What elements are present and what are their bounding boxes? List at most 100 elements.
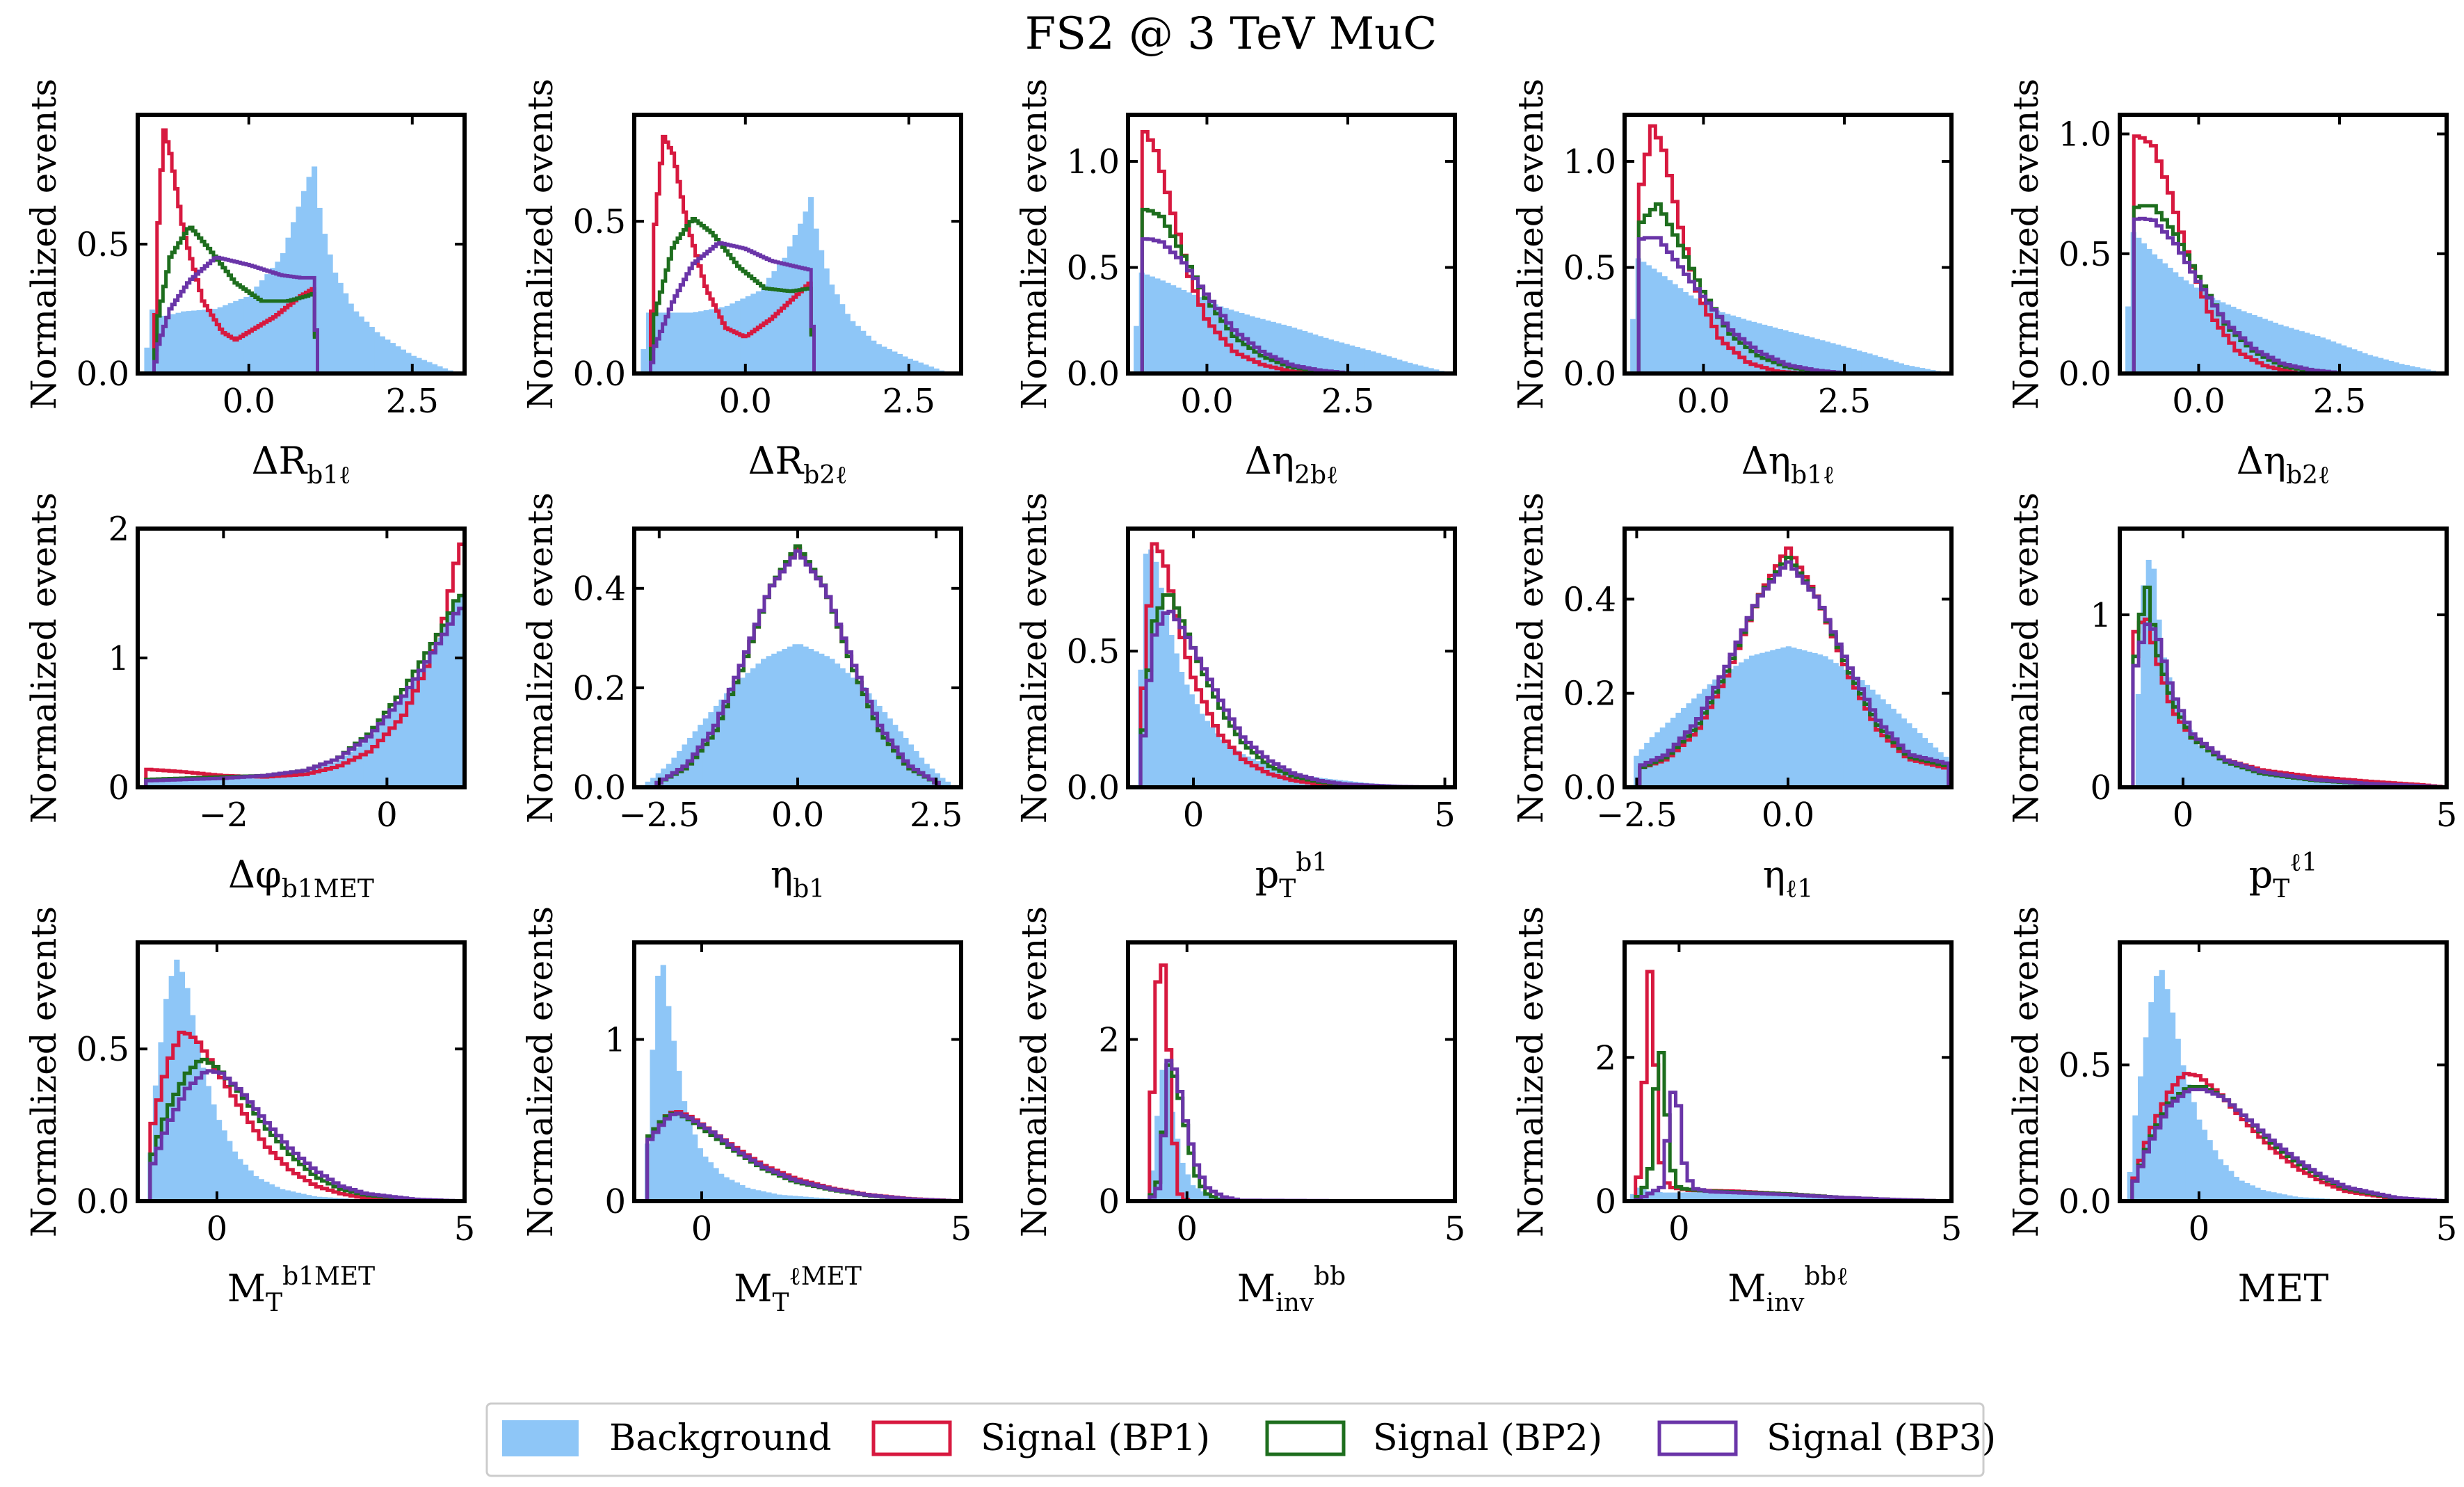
background-bin xyxy=(1202,299,1208,373)
background-bin xyxy=(443,627,449,787)
background-bin xyxy=(432,364,438,373)
background-bin xyxy=(2298,331,2305,373)
background-bin xyxy=(1328,339,1335,373)
x-tick-label: 2.5 xyxy=(1818,382,1871,421)
background-bin xyxy=(850,677,856,787)
background-bin xyxy=(655,975,661,1201)
background-bin xyxy=(761,284,767,373)
background-bin xyxy=(1806,652,1813,787)
background-bin xyxy=(1179,672,1185,787)
x-axis-label: MTb1MET xyxy=(227,1262,375,1317)
background-bin xyxy=(718,699,725,787)
background-bin xyxy=(1286,325,1292,373)
background-bin xyxy=(881,346,887,373)
background-bin xyxy=(268,1184,275,1201)
background-bin xyxy=(257,777,264,787)
y-axis-label: Normalized events xyxy=(1511,79,1551,410)
background-bin xyxy=(2255,1187,2261,1201)
background-bin xyxy=(1376,353,1382,373)
background-bin xyxy=(168,976,175,1201)
background-bin xyxy=(1266,765,1272,787)
x-tick-label: 0.0 xyxy=(719,382,772,421)
background-bin xyxy=(1255,761,1262,787)
signal-bp3-histogram xyxy=(645,1111,963,1203)
background-bin xyxy=(2143,1037,2149,1201)
background-bin xyxy=(2214,300,2221,373)
background-histogram xyxy=(145,595,465,787)
background-bin xyxy=(337,282,344,373)
background-bin xyxy=(1386,356,1392,373)
background-bin xyxy=(2337,782,2344,787)
background-bin xyxy=(2296,778,2302,787)
background-bin xyxy=(1401,361,1408,373)
background-bin xyxy=(912,360,919,373)
background-bin xyxy=(348,303,354,373)
panel-13: 0 5 0 2 Normalized events Minvbb xyxy=(1014,906,1465,1317)
y-tick-label: 0.0 xyxy=(573,355,626,394)
x-tick-label: −2.5 xyxy=(619,796,700,835)
background-bin xyxy=(2383,359,2389,373)
background-bin xyxy=(676,1070,682,1201)
background-histogram xyxy=(2125,232,2442,373)
panels: 0.0 2.5 0.0 0.5 Normalized events ΔRb1ℓ 0.0 2.5… xyxy=(24,79,2457,1317)
background-bin xyxy=(1833,663,1839,787)
background-bin xyxy=(944,781,951,787)
background-bin xyxy=(1423,367,1429,373)
background-bin xyxy=(1793,333,1799,373)
background-bin xyxy=(2177,712,2183,787)
background-bin xyxy=(2135,693,2141,787)
background-bin xyxy=(385,339,391,373)
background-bin xyxy=(390,709,396,787)
background-bin xyxy=(1756,323,1762,373)
background-bin xyxy=(2271,1192,2277,1201)
signal-bp2-histogram xyxy=(152,225,319,373)
background-bin xyxy=(813,651,819,787)
background-bin xyxy=(1732,1191,1738,1201)
background-bin xyxy=(907,358,914,373)
background-bin xyxy=(2251,314,2257,373)
axes-frame xyxy=(632,113,963,376)
background-bin xyxy=(708,712,714,787)
background-bin xyxy=(400,349,406,373)
legend-bp2-swatch xyxy=(1265,1420,1346,1456)
background-bin xyxy=(284,1190,291,1201)
signal-bp3-histogram xyxy=(649,241,816,373)
background-histogram xyxy=(1634,646,1949,787)
background-bin xyxy=(1317,336,1323,373)
background-bin xyxy=(2267,321,2273,373)
background-bin xyxy=(1807,1194,1813,1201)
background-bin xyxy=(1165,282,1171,373)
background-bin xyxy=(311,1196,317,1201)
background-bin xyxy=(190,1015,196,1201)
background-bin xyxy=(1758,1192,1764,1201)
background-bin xyxy=(2325,339,2331,373)
background-bin xyxy=(174,959,180,1201)
background-bin xyxy=(834,294,840,373)
background-bin xyxy=(1230,747,1236,787)
background-bin xyxy=(2260,773,2266,787)
background-bin xyxy=(1723,673,1729,787)
y-tick-label: 0.4 xyxy=(573,570,626,609)
background-bin xyxy=(1667,1192,1674,1201)
background-bin xyxy=(159,316,166,373)
background-bin xyxy=(332,272,339,373)
background-bin xyxy=(798,644,804,787)
background-bin xyxy=(729,1180,735,1201)
background-bin xyxy=(839,668,846,787)
panel-2: 0.0 2.5 0.0 0.5 Normalized events ΔRb2ℓ xyxy=(520,79,963,490)
background-bin xyxy=(2141,243,2147,373)
axes-frame xyxy=(2118,527,2449,789)
y-tick-label: 0.0 xyxy=(77,1182,129,1221)
background-bin xyxy=(395,346,401,373)
background-bin xyxy=(2276,775,2282,787)
background-bin xyxy=(792,235,798,373)
background-bin xyxy=(672,312,678,373)
x-tick-label: 2.5 xyxy=(1321,382,1374,421)
background-bin xyxy=(734,682,741,787)
background-bin xyxy=(1812,653,1818,787)
background-bin xyxy=(401,696,407,787)
background-bin xyxy=(776,1194,782,1201)
background-bin xyxy=(1154,1116,1161,1201)
background-bin xyxy=(188,779,195,787)
